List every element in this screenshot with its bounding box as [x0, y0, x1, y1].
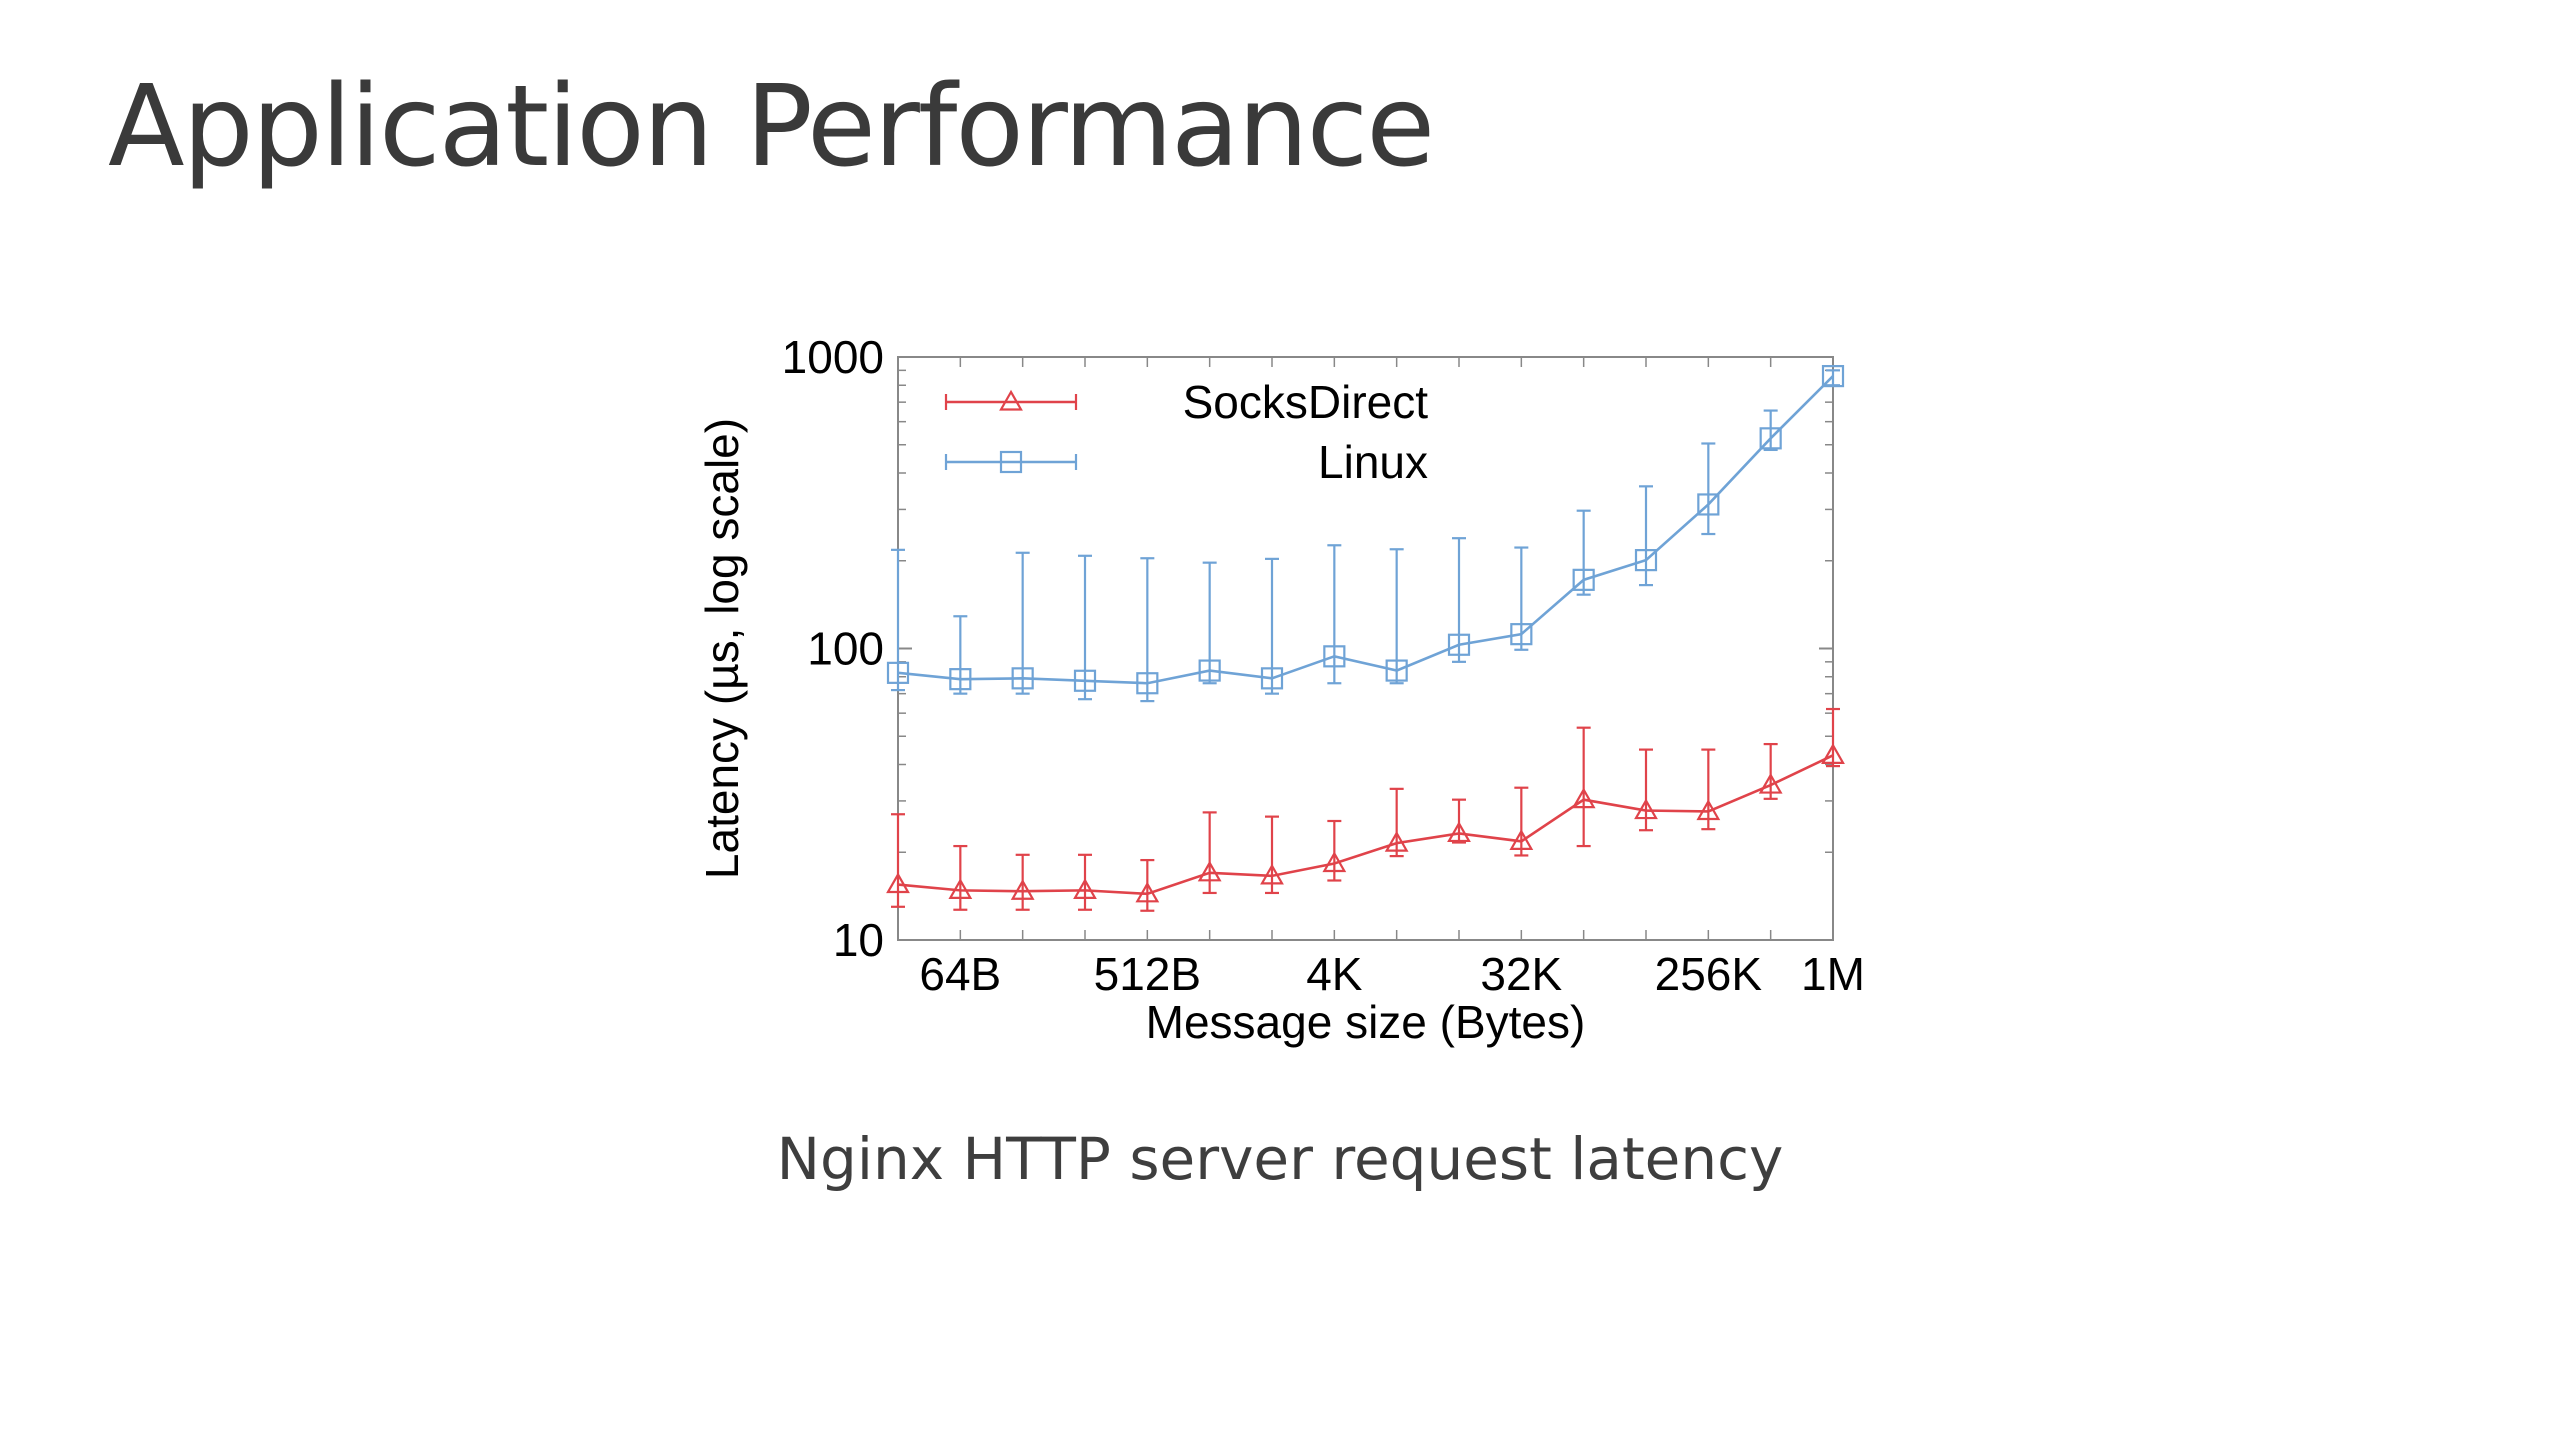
data-point	[886, 872, 910, 894]
data-point	[1821, 743, 1845, 764]
data-point	[1821, 364, 1845, 388]
latency-chart: 10 100 1000 64B 512B 4K 32K 256K 1M SocksDirect L…	[660, 310, 1900, 1050]
data-point	[1136, 672, 1159, 695]
x-tick-label: 512B	[1094, 948, 1201, 1000]
data-point	[1759, 427, 1782, 450]
legend-label: SocksDirect	[1183, 376, 1429, 428]
series-line	[897, 754, 1834, 896]
data-point	[1010, 879, 1035, 900]
data-point	[1509, 829, 1534, 850]
y-axis-label: Latency (µs, log scale)	[696, 418, 748, 879]
chart-axes: 10 100 1000 64B 512B 4K 32K 256K 1M	[782, 331, 1865, 1000]
chart-legend: SocksDirect Linux	[944, 376, 1429, 488]
x-tick-label: 256K	[1655, 948, 1763, 1000]
latency-chart-svg: 10 100 1000 64B 512B 4K 32K 256K 1M SocksDirect L…	[696, 331, 1865, 1048]
data-point	[1073, 878, 1097, 899]
data-point	[1322, 851, 1347, 873]
data-point	[1260, 863, 1284, 885]
y-tick-label: 100	[807, 623, 884, 675]
data-point	[999, 450, 1023, 474]
data-point	[1197, 860, 1222, 882]
data-point	[1385, 659, 1408, 682]
chart-series	[886, 364, 1845, 912]
legend-label: Linux	[1318, 436, 1428, 488]
legend-entry: Linux	[944, 436, 1428, 488]
slide-title: Application Performance	[108, 62, 1435, 192]
x-tick-label: 64B	[919, 948, 1001, 1000]
y-tick-label: 10	[833, 914, 884, 966]
data-point	[1634, 549, 1658, 572]
data-point	[1447, 821, 1471, 843]
data-point	[999, 389, 1023, 411]
data-point	[1758, 772, 1783, 794]
x-tick-label: 4K	[1306, 948, 1363, 1000]
data-point	[1510, 623, 1533, 646]
data-point	[1696, 799, 1721, 821]
series-linux	[886, 364, 1845, 703]
data-point	[1260, 667, 1284, 690]
data-point	[1634, 798, 1658, 820]
data-point	[1135, 881, 1160, 903]
data-point	[886, 661, 910, 684]
data-point	[1198, 659, 1221, 682]
series-line	[897, 375, 1834, 685]
data-point	[1447, 633, 1471, 656]
series-socksdirect	[886, 707, 1845, 912]
chart-caption: Nginx HTTP server request latency	[776, 1125, 1784, 1193]
data-point	[1323, 645, 1346, 668]
y-tick-label: 1000	[782, 331, 884, 383]
data-point	[1073, 669, 1097, 692]
data-point	[948, 878, 973, 899]
legend-entry: SocksDirect	[944, 376, 1429, 428]
data-point	[1697, 493, 1720, 516]
data-point	[1011, 667, 1034, 690]
data-point	[1571, 787, 1596, 809]
data-point	[1384, 830, 1409, 852]
x-tick-label: 1M	[1801, 948, 1865, 1000]
data-point	[949, 668, 972, 691]
x-axis-label: Message size (Bytes)	[1146, 996, 1586, 1048]
x-tick-label: 32K	[1480, 948, 1562, 1000]
data-point	[1572, 568, 1595, 591]
